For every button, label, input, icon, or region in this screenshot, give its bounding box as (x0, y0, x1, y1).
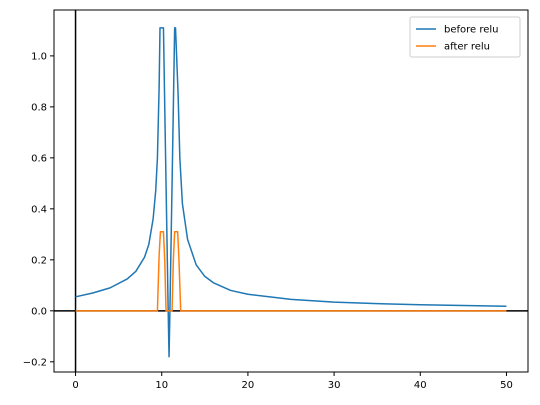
series-line-before-relu (75, 27, 507, 358)
axes-frame (53, 9, 529, 373)
x-axis: 0 10 20 30 40 50 (72, 372, 513, 391)
x-tick-label: 40 (414, 380, 427, 391)
x-tick-label: 10 (155, 380, 168, 391)
y-axis: −0.2 0.0 0.2 0.4 0.6 0.8 1.0 (23, 51, 54, 368)
reference-lines (54, 10, 528, 372)
legend: before relu after relu (409, 16, 521, 58)
y-tick-label: 0.2 (31, 255, 47, 266)
y-tick-label: 0.8 (31, 102, 47, 113)
y-tick-label: 0.4 (31, 204, 47, 215)
series-line-after-relu (75, 231, 507, 312)
x-tick-label: 30 (328, 380, 341, 391)
legend-label-before-relu: before relu (444, 25, 499, 36)
legend-box (409, 16, 521, 58)
y-tick-label: −0.2 (23, 357, 47, 368)
series-layer (75, 27, 507, 358)
x-tick-label: 0 (72, 380, 78, 391)
y-tick-label: 1.0 (31, 51, 47, 62)
y-tick-label: 0.0 (31, 306, 47, 317)
x-tick-label: 20 (242, 380, 255, 391)
legend-label-after-relu: after relu (444, 42, 490, 53)
x-tick-label: 50 (500, 380, 513, 391)
y-tick-label: 0.6 (31, 153, 47, 164)
